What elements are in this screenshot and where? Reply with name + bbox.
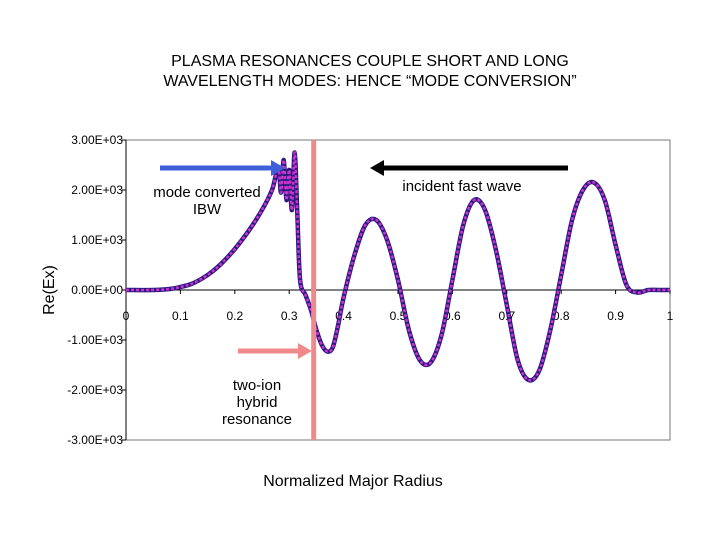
x-tick-label: 0.3 xyxy=(281,309,298,323)
chart-title-line-1: PLASMA RESONANCES COUPLE SHORT AND LONG xyxy=(171,53,569,70)
two-ion-hybrid-resonance-label: two-ion xyxy=(233,377,281,394)
mode-converted-ibw-arrow-head xyxy=(271,160,285,176)
incident-fast-wave-arrow-head xyxy=(370,160,384,176)
y-tick-label: -2.00E+03 xyxy=(67,383,123,397)
y-tick-label: 2.00E+03 xyxy=(71,183,123,197)
y-tick-label: 3.00E+03 xyxy=(71,133,123,147)
two-ion-hybrid-resonance-label: resonance xyxy=(222,411,292,428)
x-tick-label: 0 xyxy=(123,309,130,323)
x-tick-label: 0.9 xyxy=(607,309,624,323)
y-tick-label: -3.00E+03 xyxy=(67,433,123,447)
chart-title-line-2: WAVELENGTH MODES: HENCE “MODE CONVERSION… xyxy=(163,73,577,90)
y-axis-label: Re(Ex) xyxy=(41,265,58,315)
x-tick-label: 0.1 xyxy=(172,309,189,323)
incident-fast-wave-label: incident fast wave xyxy=(402,178,521,195)
x-tick-label: 0.2 xyxy=(226,309,243,323)
y-tick-label: 1.00E+03 xyxy=(71,233,123,247)
x-tick-label: 0.8 xyxy=(553,309,570,323)
y-tick-label: -1.00E+03 xyxy=(67,333,123,347)
x-axis-label: Normalized Major Radius xyxy=(263,473,443,490)
mode-converted-ibw-label: IBW xyxy=(193,201,222,218)
chart-title: PLASMA RESONANCES COUPLE SHORT AND LONG … xyxy=(100,52,640,92)
two-ion-hybrid-resonance-label: hybrid xyxy=(237,394,278,411)
series-line xyxy=(125,151,670,382)
x-tick-label: 1 xyxy=(667,309,674,323)
y-tick-label: 0.00E+00 xyxy=(71,283,123,297)
mode-converted-ibw-label: mode converted xyxy=(153,184,261,201)
two-ion-hybrid-resonance-arrow-head xyxy=(298,343,312,359)
x-tick-label: 0.5 xyxy=(390,309,407,323)
